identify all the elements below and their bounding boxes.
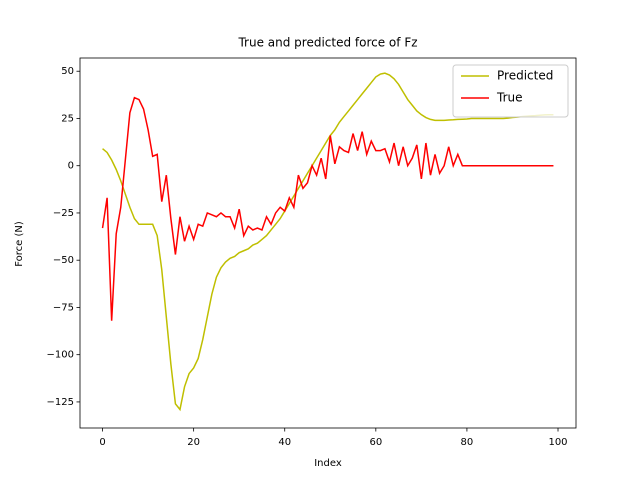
legend-box <box>452 64 569 118</box>
x-tick-label: 20 <box>187 437 200 448</box>
x-axis-label: Index <box>314 458 342 469</box>
chart-title: True and predicted force of Fz <box>237 36 417 50</box>
y-tick-label: −100 <box>47 350 74 361</box>
y-tick-label: −25 <box>53 208 74 219</box>
x-tick-label: 100 <box>548 437 567 448</box>
y-tick-label: −75 <box>53 302 74 313</box>
legend-label: True <box>496 91 523 105</box>
line-series <box>102 72 554 412</box>
x-tick-label: 0 <box>99 437 105 448</box>
x-tick-label: 80 <box>461 437 474 448</box>
y-tick-label: 50 <box>61 66 74 77</box>
x-tick-label: 40 <box>278 437 291 448</box>
y-tick-label: −125 <box>47 397 74 408</box>
legend-label: Predicted <box>497 69 553 83</box>
line-series <box>101 96 554 321</box>
y-tick-label: 25 <box>61 113 74 124</box>
y-axis-label: Force (N) <box>14 221 25 267</box>
x-tick-label: 60 <box>369 437 382 448</box>
y-tick-label: 0 <box>68 161 74 172</box>
y-tick-label: −50 <box>53 255 74 266</box>
plot-frame <box>79 57 577 429</box>
